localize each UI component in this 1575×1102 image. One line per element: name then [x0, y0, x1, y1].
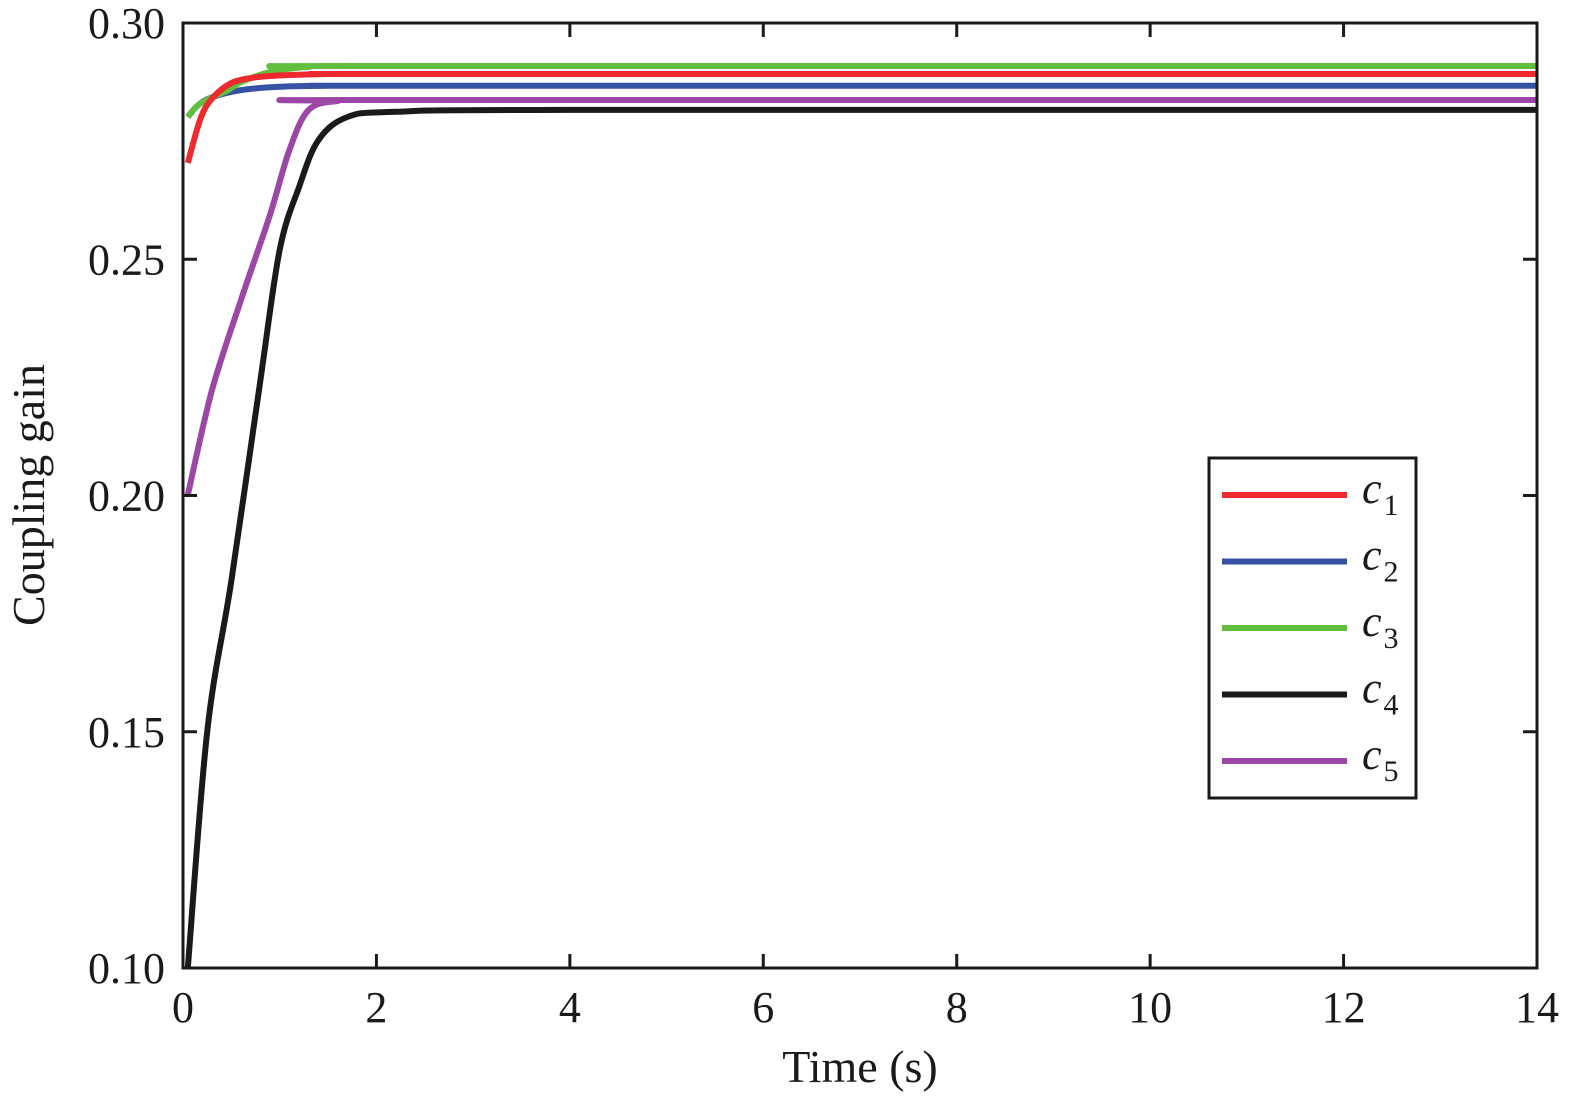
x-tick-label: 14 [1515, 983, 1559, 1032]
y-tick-label: 0.20 [88, 472, 165, 521]
series-line-c4 [184, 106, 1537, 969]
x-tick-label: 2 [365, 983, 387, 1032]
x-tick-label: 8 [946, 983, 968, 1032]
legend-label-c1: c1 [1362, 464, 1399, 522]
x-tick-label: 0 [172, 983, 194, 1032]
legend-label-c2: c2 [1362, 531, 1399, 589]
y-tick-label: 0.15 [88, 708, 165, 757]
legend-label-c4: c4 [1362, 664, 1399, 722]
x-tick-label: 12 [1322, 983, 1366, 1032]
x-tick-label: 6 [752, 983, 774, 1032]
x-tick-label: 10 [1128, 983, 1172, 1032]
y-axis-label: Coupling gain [3, 364, 54, 626]
y-tick-label: 0.10 [88, 944, 165, 993]
ticks-layer: 0 2 4 6 8 10 12 14 0.10 0.15 0.20 0.25 0.30 [88, 0, 1559, 1032]
series-line-c1 [184, 70, 1537, 164]
x-tick-label: 4 [559, 983, 581, 1032]
legend: c1 c2 c3 c4 c5 [1207, 456, 1418, 800]
legend-label-c3: c3 [1362, 597, 1399, 655]
y-tick-label: 0.30 [88, 0, 165, 48]
y-tick-label: 0.25 [88, 235, 165, 284]
series-layer [184, 62, 1537, 969]
legend-label-c5: c5 [1362, 730, 1399, 788]
x-axis-label: Time (s) [782, 1041, 938, 1092]
series-line-c5 [184, 96, 1537, 496]
